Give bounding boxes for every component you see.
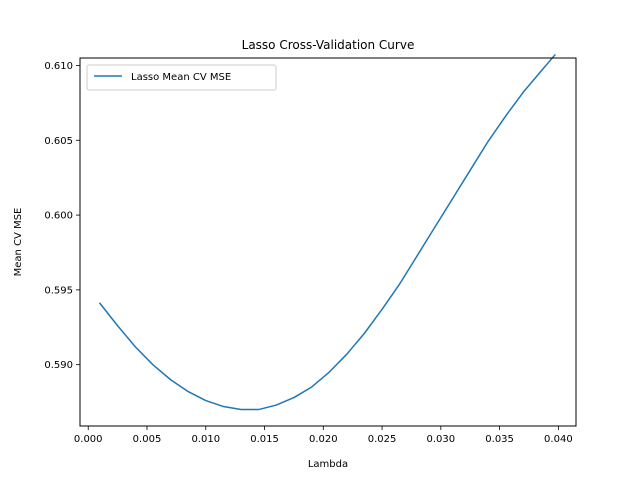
legend-label: Lasso Mean CV MSE bbox=[131, 72, 231, 83]
x-tick-label: 0.010 bbox=[191, 434, 220, 445]
x-tick-label: 0.025 bbox=[368, 434, 397, 445]
y-tick-label: 0.600 bbox=[44, 211, 73, 222]
series-line-lasso-mean-cv-mse bbox=[98, 53, 556, 411]
y-tick-label: 0.610 bbox=[44, 61, 73, 72]
x-tick-label: 0.020 bbox=[309, 434, 338, 445]
x-tick-label: 0.000 bbox=[74, 434, 103, 445]
x-tick-label: 0.005 bbox=[133, 434, 162, 445]
x-tick-label: 0.030 bbox=[427, 434, 456, 445]
y-tick-label: 0.605 bbox=[44, 136, 73, 147]
y-tick-label: 0.590 bbox=[44, 360, 73, 371]
plot-frame bbox=[79, 57, 577, 427]
legend-box bbox=[86, 64, 277, 91]
x-tick-label: 0.015 bbox=[250, 434, 279, 445]
chart-title: Lasso Cross-Validation Curve bbox=[242, 38, 415, 52]
plot-area: 0.000 0.005 0.010 0.015 0.020 0.025 0.030 0.035… bbox=[44, 53, 573, 445]
y-axis-label: Mean CV MSE bbox=[13, 208, 24, 277]
y-tick-label: 0.595 bbox=[44, 285, 73, 296]
legend: Lasso Mean CV MSE bbox=[86, 64, 277, 91]
x-axis-label: Lambda bbox=[308, 459, 348, 470]
x-tick-label: 0.040 bbox=[544, 434, 573, 445]
x-tick-label: 0.035 bbox=[485, 434, 514, 445]
